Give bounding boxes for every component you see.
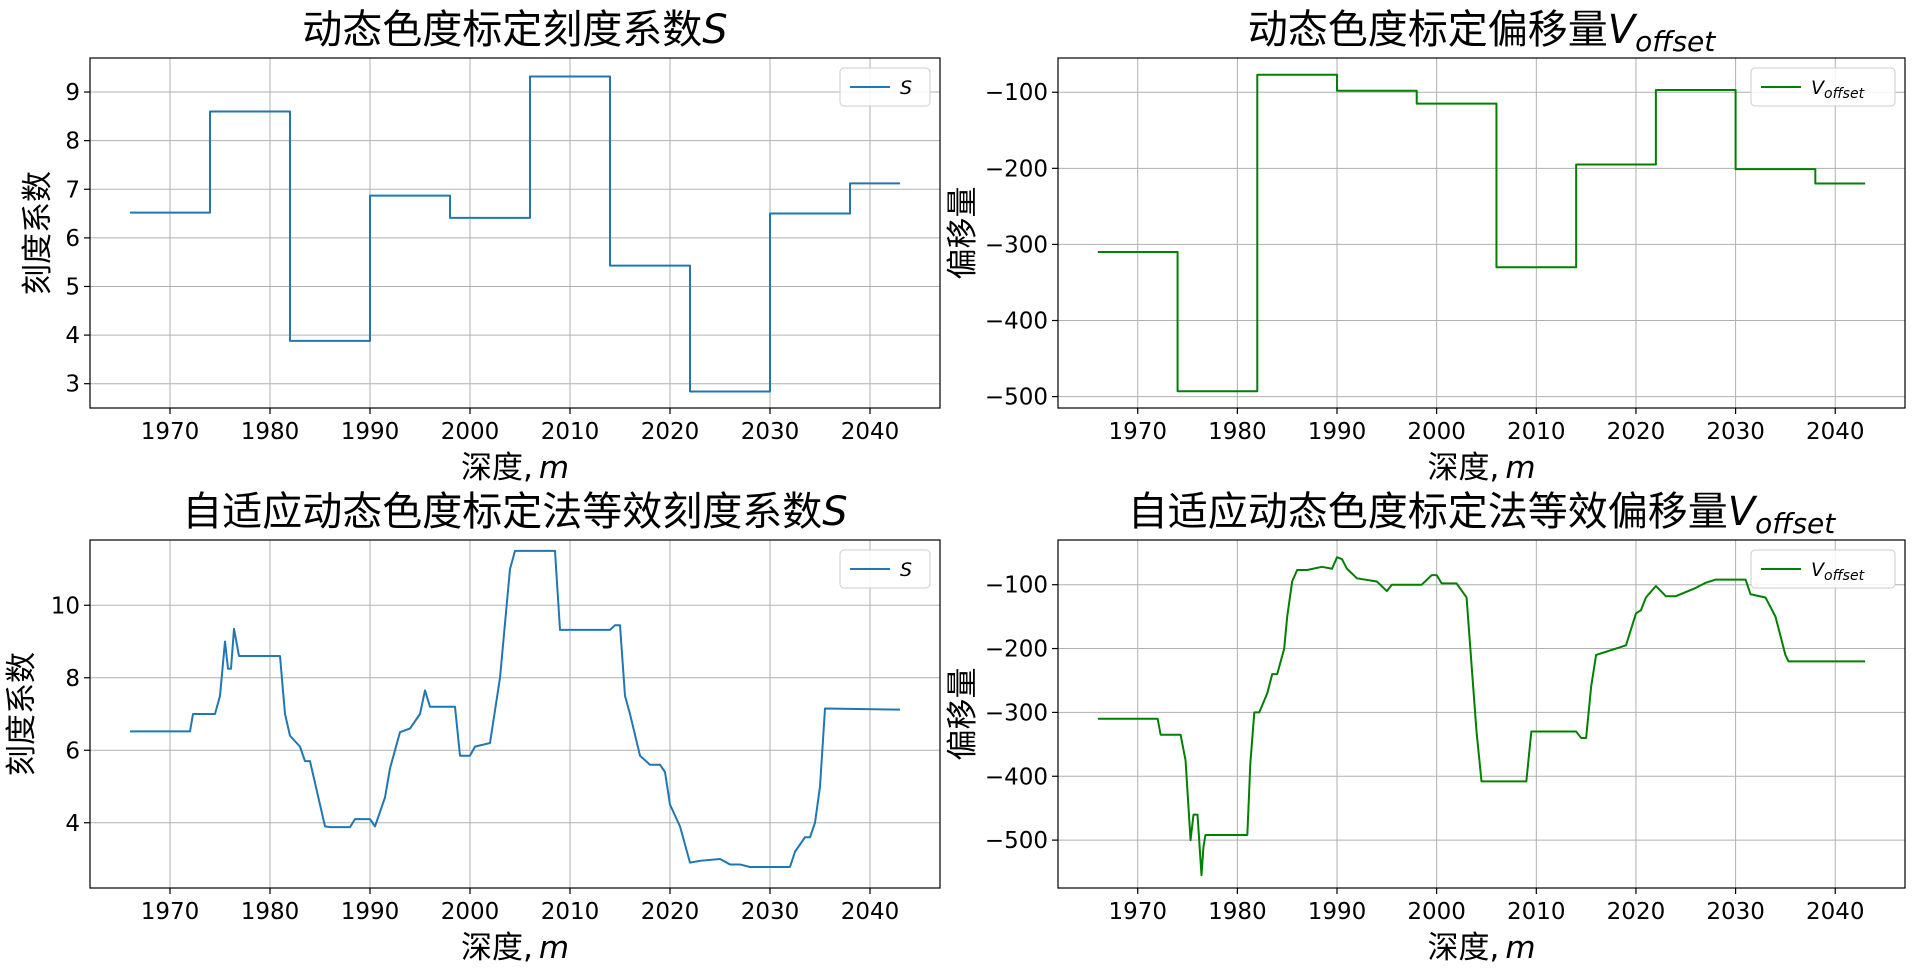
plot-frame: [89, 539, 941, 889]
x-axis-label: 深度, m: [1427, 450, 1535, 486]
plot-frame: [1057, 57, 1906, 409]
y-tick-label: −100: [985, 80, 1048, 106]
legend-label: S: [900, 559, 912, 581]
y-tick-label: 8: [65, 129, 80, 155]
plot-frame: [89, 57, 941, 409]
x-tick-label: 1970: [1108, 419, 1167, 445]
chart-title: 动态色度标定刻度系数S: [302, 7, 727, 53]
y-tick-label: 10: [51, 593, 80, 619]
x-tick-label: 1970: [1108, 899, 1167, 925]
x-tick-label: 1980: [1208, 899, 1267, 925]
x-tick-label: 1980: [241, 899, 300, 925]
y-tick-label: −100: [985, 573, 1048, 599]
y-tick-label: −500: [985, 828, 1048, 854]
y-tick-label: 6: [65, 226, 80, 252]
y-tick-label: −400: [985, 764, 1048, 790]
y-tick-label: −300: [985, 232, 1048, 258]
series-line: [130, 549, 901, 868]
x-tick-label: 2020: [641, 419, 700, 445]
x-tick-label: 1970: [141, 419, 200, 445]
x-tick-label: 2030: [741, 419, 800, 445]
x-tick-label: 2040: [1806, 419, 1865, 445]
x-tick-label: 1990: [1308, 419, 1367, 445]
legend-label: Voffset: [1811, 559, 1865, 584]
x-tick-label: 2010: [1507, 419, 1566, 445]
chart-title: 自适应动态色度标定法等效刻度系数S: [182, 489, 847, 535]
x-tick-label: 2020: [641, 899, 700, 925]
x-tick-label: 1990: [341, 419, 400, 445]
x-tick-label: 2040: [841, 899, 900, 925]
x-axis-label: 深度, m: [461, 450, 569, 486]
x-tick-label: 2040: [841, 419, 900, 445]
x-axis-label: 深度, m: [1427, 930, 1535, 966]
x-tick-label: 2000: [1407, 419, 1466, 445]
y-tick-label: 3: [65, 372, 80, 398]
x-tick-label: 2040: [1806, 899, 1865, 925]
y-tick-label: 9: [65, 80, 80, 106]
x-tick-label: 1990: [341, 899, 400, 925]
x-tick-label: 2030: [741, 899, 800, 925]
x-tick-label: 1990: [1308, 899, 1367, 925]
x-tick-label: 1980: [1208, 419, 1267, 445]
y-tick-label: −200: [985, 156, 1048, 182]
y-tick-label: −400: [985, 309, 1048, 335]
chart-top-left: 1970 1980 1990 2000 2010 2020 2030 2040 3 4 5 6 7 8 9 动…: [20, 7, 941, 486]
legend-label: S: [900, 77, 912, 99]
x-tick-label: 1970: [141, 899, 200, 925]
y-tick-label: −300: [985, 700, 1048, 726]
y-tick-label: 5: [65, 274, 80, 300]
chart-top-right: 1970 1980 1990 2000 2010 2020 2030 2040 −500 −400…: [945, 7, 1906, 486]
x-tick-label: 2010: [541, 419, 600, 445]
y-tick-label: −200: [985, 637, 1048, 663]
series-line: [130, 75, 900, 393]
chart-bottom-right: 1970 1980 1990 2000 2010 2020 2030 2040 −500 −400…: [945, 489, 1906, 966]
plot-frame: [1057, 539, 1906, 889]
y-tick-label: 4: [65, 323, 80, 349]
y-tick-label: 7: [65, 177, 80, 203]
legend-box: [1750, 549, 1896, 589]
series-line: [1097, 556, 1866, 877]
y-axis-label: 刻度系数: [20, 171, 56, 295]
series-line: [1097, 73, 1866, 393]
legend-box: [1750, 67, 1896, 107]
y-tick-label: 8: [65, 666, 80, 692]
y-axis-label: 刻度系数: [4, 652, 40, 776]
y-tick-label: 6: [65, 738, 80, 764]
x-axis-label: 深度, m: [461, 930, 569, 966]
chart-title: 自适应动态色度标定法等效偏移量Voffset: [1128, 489, 1837, 540]
x-tick-label: 2010: [541, 899, 600, 925]
y-tick-label: −500: [985, 385, 1048, 411]
chart-title: 动态色度标定偏移量Voffset: [1248, 7, 1717, 58]
y-axis-label: 偏移量: [945, 668, 981, 761]
x-tick-label: 2000: [441, 419, 500, 445]
x-tick-label: 2030: [1706, 899, 1765, 925]
x-tick-label: 2030: [1706, 419, 1765, 445]
chart-bottom-left: 1970 1980 1990 2000 2010 2020 2030 2040 4 6 8 10 自适应…: [4, 489, 941, 966]
x-tick-label: 2000: [441, 899, 500, 925]
x-tick-label: 2020: [1607, 899, 1666, 925]
y-axis-label: 偏移量: [945, 187, 981, 280]
x-tick-label: 2010: [1507, 899, 1566, 925]
legend-label: Voffset: [1811, 77, 1865, 102]
y-tick-label: 4: [65, 811, 80, 837]
x-tick-label: 2000: [1407, 899, 1466, 925]
x-tick-label: 2020: [1607, 419, 1666, 445]
x-tick-label: 1980: [241, 419, 300, 445]
